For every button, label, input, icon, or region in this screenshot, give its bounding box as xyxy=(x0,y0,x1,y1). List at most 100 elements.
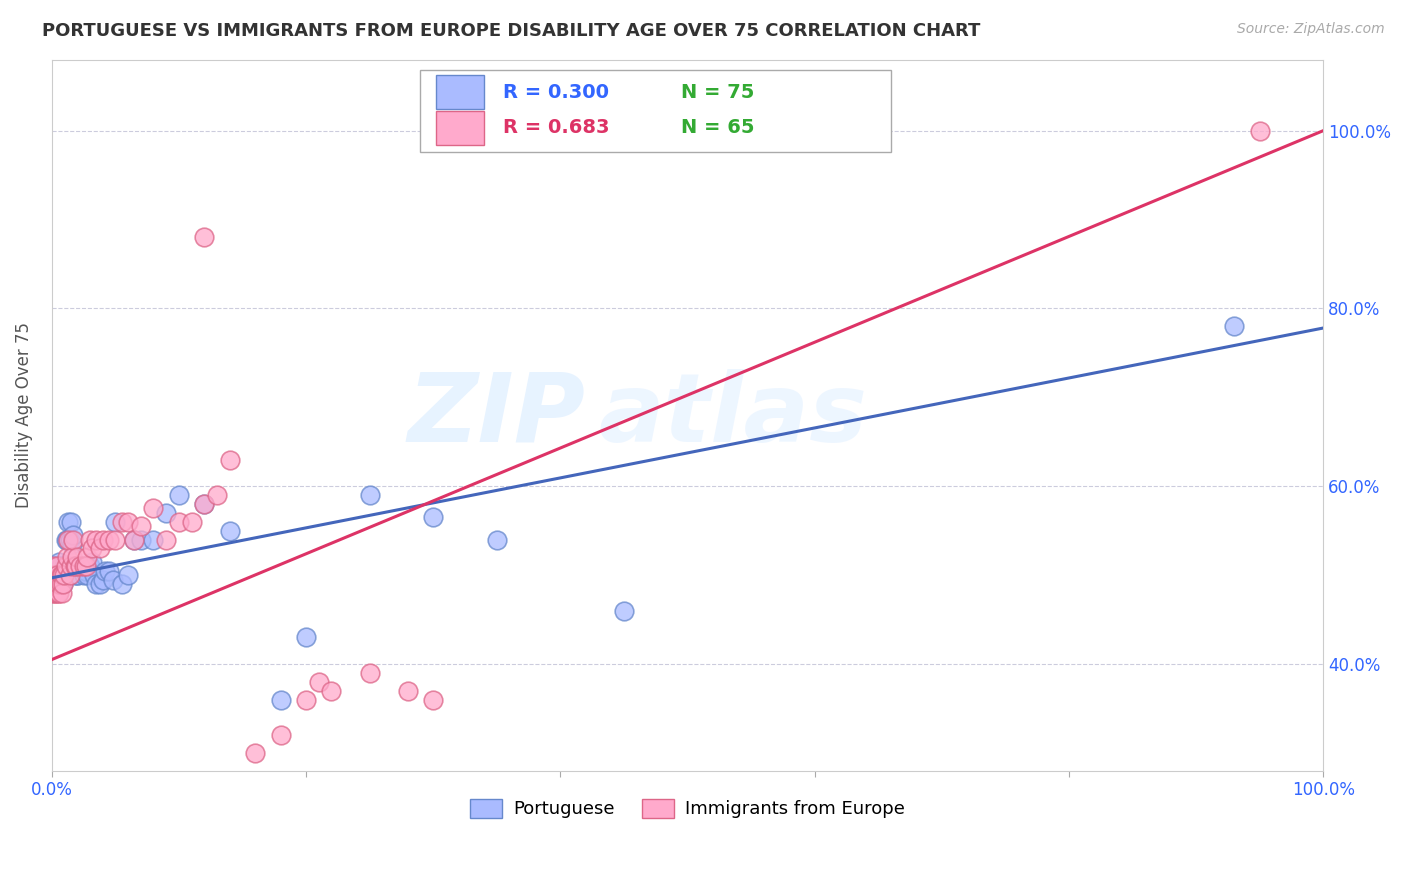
Point xyxy=(45,577,67,591)
Point xyxy=(49,568,72,582)
Point xyxy=(231,817,253,831)
Point xyxy=(56,550,79,565)
Point xyxy=(60,550,83,565)
Point xyxy=(89,577,111,591)
Point xyxy=(422,510,444,524)
Point xyxy=(308,674,330,689)
Point xyxy=(270,692,292,706)
Point xyxy=(52,577,75,591)
Point xyxy=(42,564,65,578)
Point xyxy=(67,568,90,582)
Point xyxy=(55,559,77,574)
Point xyxy=(60,537,83,551)
Point xyxy=(129,533,152,547)
Point xyxy=(1223,319,1246,334)
Point xyxy=(73,564,96,578)
Point xyxy=(51,564,73,578)
Point xyxy=(42,568,65,582)
Point xyxy=(49,559,72,574)
FancyBboxPatch shape xyxy=(436,75,484,110)
Point xyxy=(97,533,120,547)
Point xyxy=(63,559,86,574)
Point xyxy=(155,533,177,547)
Text: R = 0.683: R = 0.683 xyxy=(503,119,610,137)
Point xyxy=(72,568,94,582)
Point xyxy=(42,586,65,600)
Point xyxy=(59,515,82,529)
Point xyxy=(193,497,215,511)
Point xyxy=(46,568,69,582)
Point xyxy=(44,577,66,591)
Point xyxy=(75,559,97,574)
Text: atlas: atlas xyxy=(599,368,868,462)
Point xyxy=(44,573,66,587)
Point xyxy=(53,559,76,574)
Point xyxy=(84,533,107,547)
Point xyxy=(359,665,381,680)
Point xyxy=(45,568,67,582)
Point xyxy=(69,559,91,574)
Point xyxy=(94,564,117,578)
Point xyxy=(111,515,134,529)
Point xyxy=(52,577,75,591)
Point xyxy=(45,577,67,591)
Point xyxy=(42,568,65,582)
Point xyxy=(45,559,67,574)
Point xyxy=(42,559,65,574)
Point xyxy=(218,524,240,538)
Point xyxy=(62,533,84,547)
Point xyxy=(58,533,80,547)
Point xyxy=(63,568,86,582)
Point xyxy=(52,564,75,578)
Text: Source: ZipAtlas.com: Source: ZipAtlas.com xyxy=(1237,22,1385,37)
Point xyxy=(42,559,65,574)
Point xyxy=(44,586,66,600)
Point xyxy=(193,230,215,244)
Point xyxy=(79,533,101,547)
Point xyxy=(46,559,69,574)
Text: PORTUGUESE VS IMMIGRANTS FROM EUROPE DISABILITY AGE OVER 75 CORRELATION CHART: PORTUGUESE VS IMMIGRANTS FROM EUROPE DIS… xyxy=(42,22,980,40)
Point xyxy=(46,564,69,578)
Point xyxy=(75,559,97,574)
Point xyxy=(45,559,67,574)
Point xyxy=(76,568,98,582)
Point xyxy=(142,533,165,547)
Point xyxy=(89,541,111,556)
Point xyxy=(84,577,107,591)
Point xyxy=(59,559,82,574)
Point xyxy=(97,564,120,578)
FancyBboxPatch shape xyxy=(436,111,484,145)
Legend: Portuguese, Immigrants from Europe: Portuguese, Immigrants from Europe xyxy=(463,792,912,826)
Point xyxy=(91,573,114,587)
Point xyxy=(65,559,87,574)
Point xyxy=(66,550,89,565)
Point xyxy=(76,550,98,565)
Point xyxy=(51,568,73,582)
Point xyxy=(180,515,202,529)
Point xyxy=(295,692,318,706)
Point xyxy=(49,568,72,582)
Point xyxy=(193,497,215,511)
Point xyxy=(142,501,165,516)
Point xyxy=(46,577,69,591)
Point xyxy=(1249,124,1271,138)
Point xyxy=(167,515,190,529)
Point xyxy=(45,564,67,578)
Point xyxy=(48,577,70,591)
Point xyxy=(44,577,66,591)
Point xyxy=(42,577,65,591)
Point xyxy=(422,692,444,706)
Point xyxy=(44,568,66,582)
Point xyxy=(91,533,114,547)
Point xyxy=(62,528,84,542)
Point xyxy=(65,559,87,574)
Point xyxy=(55,533,77,547)
Point xyxy=(70,559,93,574)
Point xyxy=(48,555,70,569)
Text: R = 0.300: R = 0.300 xyxy=(503,83,609,102)
Point xyxy=(72,559,94,574)
Point xyxy=(45,564,67,578)
Point xyxy=(270,728,292,742)
Point xyxy=(45,577,67,591)
Point xyxy=(83,568,105,582)
